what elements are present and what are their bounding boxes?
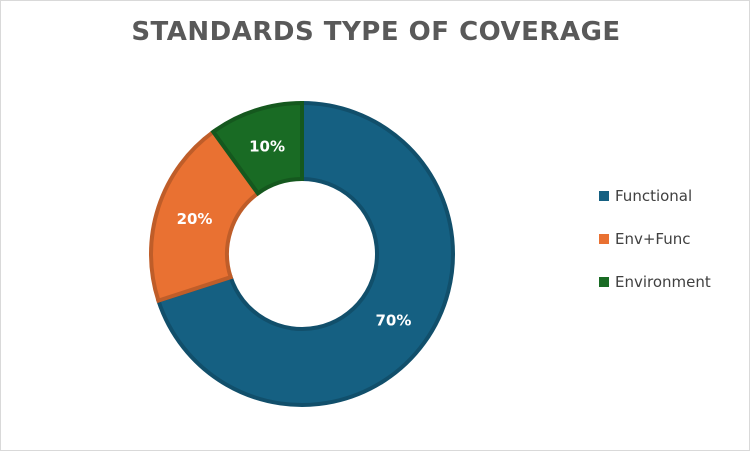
legend-swatch [599, 191, 609, 201]
slice-env-func [149, 129, 261, 304]
data-label-environment: 10% [249, 138, 285, 156]
chart-legend: Functional Env+Func Environment [599, 186, 711, 315]
legend-label: Env+Func [615, 230, 691, 248]
legend-swatch [599, 277, 609, 287]
slice-functional [155, 100, 455, 407]
legend-label: Functional [615, 187, 693, 205]
legend-item-functional: Functional [599, 186, 711, 206]
donut-labels: 70% 20% 10% [177, 138, 412, 330]
data-label-env-func: 20% [177, 210, 213, 228]
slice-environment [210, 100, 304, 197]
chart-title: STANDARDS TYPE OF COVERAGE [131, 17, 621, 47]
legend-label: Environment [615, 273, 711, 291]
legend-swatch [599, 234, 609, 244]
data-label-functional: 70% [375, 311, 411, 329]
legend-item-env-func: Env+Func [599, 229, 711, 249]
legend-item-environment: Environment [599, 272, 711, 292]
donut-slices [149, 100, 455, 407]
